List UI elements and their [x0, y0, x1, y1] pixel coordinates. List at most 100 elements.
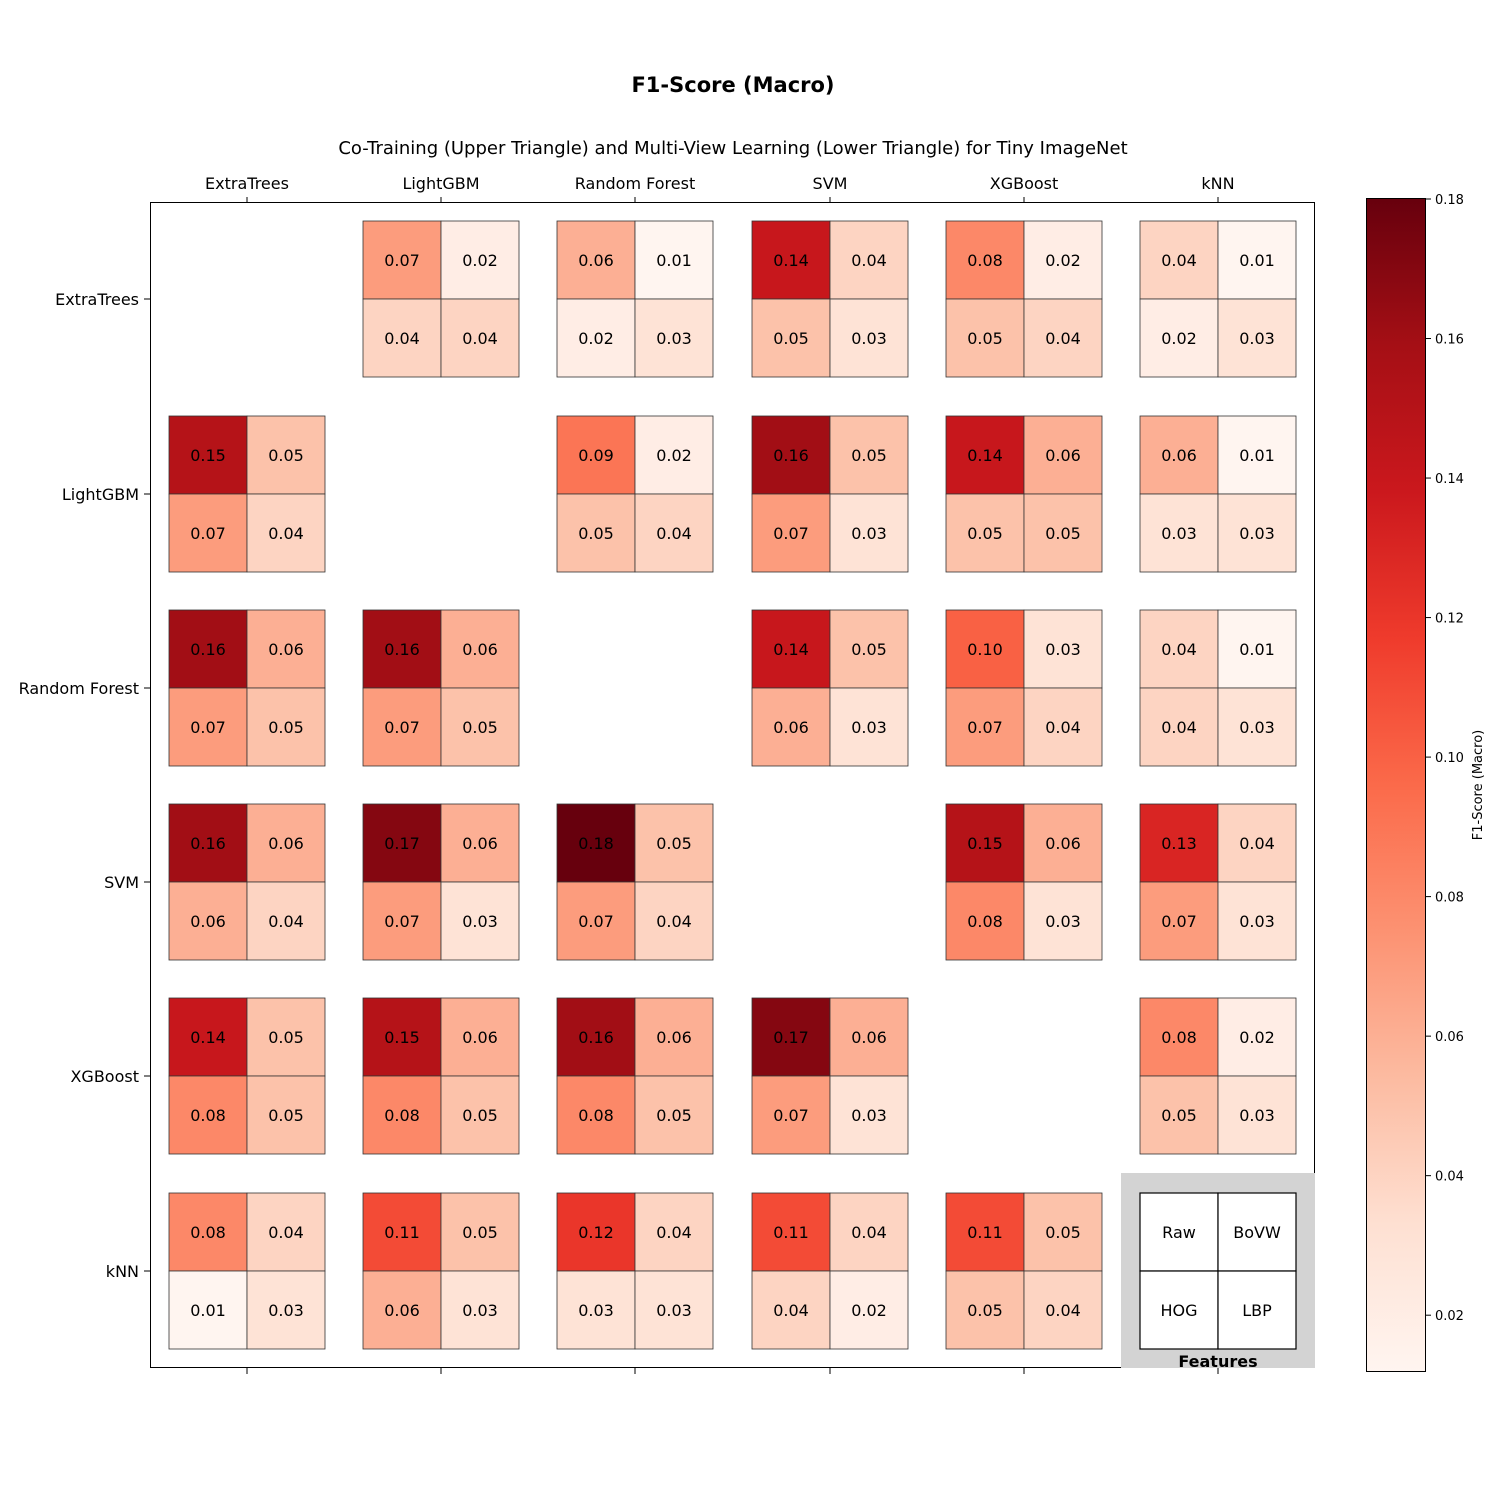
row-label: LightGBM	[62, 485, 139, 504]
heatmap-cell	[246, 687, 326, 767]
cell-value-label: 0.05	[967, 329, 1003, 348]
cell-value-label: 0.04	[1045, 718, 1081, 737]
cell-value-label: 0.14	[773, 640, 809, 659]
heatmap-cell	[945, 1192, 1025, 1272]
heatmap-cell	[246, 415, 326, 495]
cell-value-label: 0.04	[1045, 329, 1081, 348]
heatmap-cell	[1023, 1192, 1103, 1272]
cell-value-label: 0.01	[1239, 640, 1275, 659]
cell-value-label: 0.05	[268, 446, 304, 465]
cell-value-label: 0.08	[190, 1106, 226, 1125]
cell-value-label: 0.14	[773, 251, 809, 270]
cell-value-label: 0.16	[384, 640, 420, 659]
cell-value-label: 0.18	[578, 834, 614, 853]
heatmap-cell	[634, 1075, 714, 1155]
heatmap-cell	[1217, 997, 1297, 1077]
heatmap-cell	[634, 997, 714, 1077]
cell-value-label: 0.07	[384, 718, 420, 737]
cell-value-label: 0.06	[851, 1028, 887, 1047]
cell-value-label: 0.06	[578, 251, 614, 270]
feature-legend-title: Features	[1178, 1352, 1257, 1371]
colorbar-tick-label: 0.04	[1435, 1170, 1464, 1185]
feature-legend-cell	[1139, 1270, 1219, 1350]
row-label: kNN	[106, 1262, 139, 1281]
heatmap-cell	[1139, 803, 1219, 883]
feature-legend-label: HOG	[1160, 1301, 1197, 1320]
feature-legend-cell	[1217, 1270, 1297, 1350]
cell-value-label: 0.02	[1239, 1028, 1275, 1047]
cell-value-label: 0.05	[462, 1106, 498, 1125]
cell-value-label: 0.03	[1045, 640, 1081, 659]
cell-value-label: 0.08	[1161, 1028, 1197, 1047]
heatmap-cell	[751, 609, 831, 689]
heatmap-cell	[1023, 298, 1103, 378]
heatmap-cell	[556, 1192, 636, 1272]
cell-value-label: 0.01	[190, 1301, 226, 1320]
heatmap-cell	[1217, 493, 1297, 573]
heatmap-cell	[1217, 415, 1297, 495]
heatmap-cell	[1023, 220, 1103, 300]
cell-value-label: 0.02	[1161, 329, 1197, 348]
heatmap-cell	[440, 220, 520, 300]
heatmap-cell	[168, 1270, 248, 1350]
colorbar-label: F1-Score (Macro)	[1471, 730, 1486, 840]
cell-value-label: 0.05	[967, 1301, 1003, 1320]
row-label: Random Forest	[19, 679, 139, 698]
heatmap-cell	[168, 493, 248, 573]
row-label: XGBoost	[70, 1067, 139, 1086]
cell-value-label: 0.03	[462, 1301, 498, 1320]
heatmap-cell	[1139, 1075, 1219, 1155]
cell-value-label: 0.16	[578, 1028, 614, 1047]
heatmap-cell	[829, 1192, 909, 1272]
cell-value-label: 0.06	[462, 834, 498, 853]
heatmap-cell	[945, 220, 1025, 300]
heatmap-cell	[634, 220, 714, 300]
cell-value-label: 0.07	[384, 251, 420, 270]
cell-value-label: 0.07	[773, 1106, 809, 1125]
cell-value-label: 0.05	[656, 1106, 692, 1125]
heatmap-cell	[829, 493, 909, 573]
cell-value-label: 0.07	[578, 912, 614, 931]
cell-value-label: 0.03	[462, 912, 498, 931]
heatmap-cell	[829, 220, 909, 300]
heatmap-cell	[246, 1270, 326, 1350]
cell-value-label: 0.03	[851, 524, 887, 543]
cell-value-label: 0.07	[1161, 912, 1197, 931]
cell-value-label: 0.06	[268, 834, 304, 853]
cell-value-label: 0.07	[190, 718, 226, 737]
cell-value-label: 0.06	[1045, 834, 1081, 853]
cell-value-label: 0.04	[1161, 718, 1197, 737]
heatmap-cell	[362, 1075, 442, 1155]
cell-value-label: 0.04	[656, 1223, 692, 1242]
cell-value-label: 0.04	[656, 912, 692, 931]
cell-value-label: 0.03	[851, 718, 887, 737]
colorbar-tick-label: 0.14	[1435, 472, 1464, 487]
plot-frame	[150, 202, 1315, 1368]
cell-value-label: 0.03	[1239, 1106, 1275, 1125]
heatmap-cell	[246, 1192, 326, 1272]
cell-value-label: 0.01	[1239, 251, 1275, 270]
cell-value-label: 0.04	[851, 1223, 887, 1242]
cell-value-label: 0.16	[190, 834, 226, 853]
cell-value-label: 0.05	[967, 524, 1003, 543]
cell-value-label: 0.16	[773, 446, 809, 465]
heatmap-cell	[751, 997, 831, 1077]
cell-value-label: 0.06	[190, 912, 226, 931]
cell-value-label: 0.04	[1161, 251, 1197, 270]
heatmap-cell	[1023, 1270, 1103, 1350]
cell-value-label: 0.06	[656, 1028, 692, 1047]
cell-value-label: 0.02	[578, 329, 614, 348]
cell-value-label: 0.04	[1161, 640, 1197, 659]
heatmap-cell	[634, 415, 714, 495]
cell-value-label: 0.06	[1045, 446, 1081, 465]
heatmap-cell	[556, 1075, 636, 1155]
row-label: ExtraTrees	[55, 290, 139, 309]
cell-value-label: 0.14	[967, 446, 1003, 465]
heatmap-cell	[634, 881, 714, 961]
heatmap-cell	[829, 298, 909, 378]
heatmap-cell	[829, 415, 909, 495]
cell-value-label: 0.08	[967, 251, 1003, 270]
cell-value-label: 0.06	[384, 1301, 420, 1320]
cell-value-label: 0.13	[1161, 834, 1197, 853]
